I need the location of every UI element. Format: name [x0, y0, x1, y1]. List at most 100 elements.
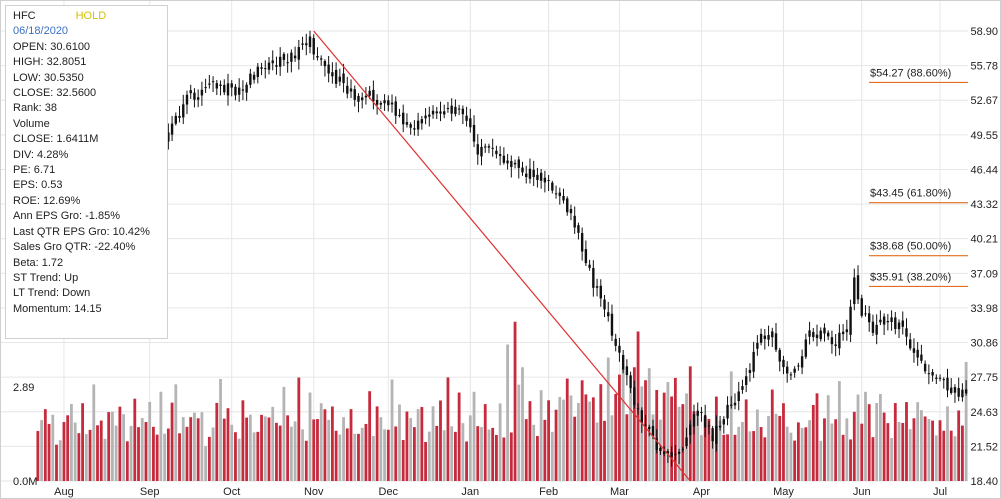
volume-bar — [401, 439, 405, 481]
price-candle — [551, 180, 554, 194]
volume-bar — [207, 436, 211, 481]
price-candle — [707, 421, 711, 435]
price-candle — [909, 333, 912, 351]
long-term-trend: LT Trend: Down — [13, 287, 91, 300]
volume-bar — [420, 406, 424, 481]
candle-body — [398, 114, 401, 116]
volume-bar — [189, 417, 193, 481]
volume-tick-label: 0.0M — [13, 476, 37, 488]
volume-bar — [882, 412, 886, 481]
price-candle — [361, 92, 364, 109]
price-candle — [431, 105, 435, 119]
volume-bar — [696, 412, 700, 481]
candle-body — [342, 73, 345, 84]
candle-body — [424, 115, 427, 119]
candle-body — [375, 99, 379, 105]
candle-body — [711, 428, 714, 442]
price-tick-label: 33.98 — [970, 303, 998, 315]
candle-body — [868, 313, 871, 323]
volume-bar — [345, 428, 349, 481]
price-candle — [185, 90, 189, 115]
volume-bar — [770, 389, 774, 481]
price-candle — [607, 301, 610, 322]
price-candle — [271, 50, 274, 71]
ticker-symbol: HFC — [13, 10, 36, 22]
volume-bar — [625, 414, 629, 481]
candle-body — [964, 389, 968, 394]
price-candle — [614, 333, 617, 352]
volume-bar — [219, 379, 222, 481]
volume-bar — [491, 427, 495, 481]
price-candle — [521, 161, 524, 176]
candle-body — [465, 115, 468, 121]
candle-body — [681, 449, 685, 451]
volume-bar — [517, 384, 521, 481]
candle-body — [897, 322, 901, 330]
volume-bar — [278, 425, 282, 481]
volume-bar — [860, 423, 864, 481]
volume-bar — [964, 362, 968, 481]
candle-body — [935, 377, 938, 379]
price-candle — [208, 74, 211, 89]
candle-body — [905, 328, 908, 337]
candle-body — [752, 351, 755, 372]
volume-bar — [584, 394, 588, 481]
candle-body — [327, 64, 330, 74]
price-tick-label: 27.75 — [970, 372, 998, 384]
candle-body — [879, 319, 882, 323]
price-candle — [297, 39, 301, 70]
close-price: CLOSE: 32.5600 — [13, 87, 97, 100]
volume-bar — [304, 440, 308, 481]
volume-bar — [588, 401, 592, 481]
price-candle — [566, 196, 569, 216]
volume-bar — [815, 393, 819, 481]
candle-body — [715, 425, 718, 445]
volume-bar — [222, 418, 226, 481]
volume-bar — [524, 419, 528, 481]
candle-body — [211, 81, 215, 83]
price-candle — [689, 420, 692, 444]
volume-bar — [547, 400, 550, 481]
volume-bar — [703, 416, 707, 481]
volume-bar — [390, 379, 394, 481]
price-candle — [170, 116, 174, 142]
volume-bar — [360, 427, 364, 481]
volume-bar — [66, 415, 70, 481]
price-candle — [338, 68, 342, 86]
price-candle — [819, 327, 822, 342]
candle-body — [823, 327, 826, 334]
price-candle — [387, 95, 390, 112]
price-candle — [849, 299, 852, 343]
price-candle — [897, 319, 901, 339]
candle-body — [476, 144, 479, 155]
candle-body — [685, 437, 688, 447]
candle-body — [726, 404, 729, 419]
candle-body — [372, 89, 375, 102]
volume-bar — [700, 435, 703, 481]
volume-bar — [577, 403, 580, 481]
volume-bar — [394, 426, 398, 481]
volume-bar — [875, 403, 879, 481]
volume-bar — [55, 444, 58, 481]
price-candle — [905, 318, 908, 346]
price-candle — [536, 167, 539, 188]
candle-body — [938, 377, 942, 379]
price-candle — [580, 227, 584, 261]
price-candle — [554, 185, 558, 199]
volume-bar — [632, 367, 636, 481]
fib-level-label: $35.91 (38.20%) — [870, 271, 951, 283]
candle-body — [383, 100, 386, 104]
price-candle — [465, 106, 468, 127]
volume-bar — [845, 418, 849, 481]
volume-label: Volume — [13, 117, 50, 130]
price-candle — [245, 82, 248, 101]
volume-bar — [707, 418, 711, 481]
volume-bar — [435, 425, 439, 481]
price-candle — [342, 63, 345, 93]
candle-body — [677, 451, 681, 454]
candle-body — [856, 275, 860, 300]
candle-body — [953, 387, 957, 393]
candle-body — [845, 329, 849, 333]
candle-body — [662, 451, 666, 455]
candle-body — [260, 67, 263, 69]
